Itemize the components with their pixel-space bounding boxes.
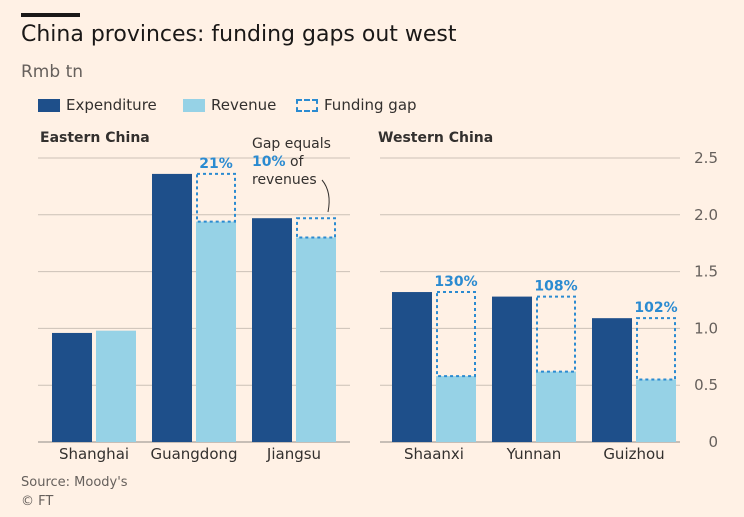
panel-title: Eastern China bbox=[40, 130, 150, 146]
bar-expenditure bbox=[492, 296, 532, 442]
chart-title: China provinces: funding gaps out west bbox=[21, 22, 457, 47]
annotation-text: 10% of bbox=[252, 154, 305, 170]
legend-gap-swatch bbox=[296, 98, 318, 112]
annotation-text: Gap equals bbox=[252, 136, 331, 152]
annotation-connector bbox=[321, 179, 330, 213]
x-tick-label: Guangdong bbox=[150, 445, 237, 463]
y-tick-label: 2.5 bbox=[694, 149, 718, 167]
gap-percent-label: 130% bbox=[434, 274, 477, 290]
source-note: Source: Moody's bbox=[21, 475, 128, 490]
bar-funding-gap bbox=[196, 172, 236, 223]
gap-percent-label: 21% bbox=[199, 156, 233, 172]
legend-revenue: Revenue bbox=[183, 96, 276, 114]
y-tick-label: 0 bbox=[708, 433, 718, 451]
x-tick-label: Guizhou bbox=[603, 445, 664, 463]
bar-revenue bbox=[636, 379, 676, 442]
legend-revenue-swatch bbox=[183, 98, 205, 112]
bar-expenditure bbox=[252, 218, 292, 442]
chart-subtitle: Rmb tn bbox=[21, 62, 84, 82]
annotation-text: revenues bbox=[252, 172, 317, 188]
bar-revenue bbox=[196, 221, 236, 442]
bar-revenue bbox=[436, 376, 476, 442]
legend-expenditure-label: Expenditure bbox=[66, 96, 157, 114]
legend-gap-label: Funding gap bbox=[324, 96, 417, 114]
bar-expenditure bbox=[152, 173, 192, 443]
x-tick-label: Shaanxi bbox=[404, 445, 464, 463]
annotation-text-rest: of bbox=[286, 154, 305, 170]
bar-expenditure bbox=[52, 332, 92, 442]
gap-percent-label: 102% bbox=[634, 300, 677, 316]
x-tick-label: Yunnan bbox=[506, 445, 562, 463]
gap-percent-label: 108% bbox=[534, 279, 577, 295]
panel-title: Western China bbox=[378, 130, 493, 146]
bar-funding-gap bbox=[436, 291, 476, 378]
legend-expenditure: Expenditure bbox=[38, 96, 157, 114]
bar-funding-gap bbox=[636, 317, 676, 381]
annotation-highlight: 10% bbox=[252, 154, 286, 170]
legend-gap: Funding gap bbox=[296, 96, 417, 114]
copyright-note: © FT bbox=[21, 494, 54, 509]
y-tick-label: 2.0 bbox=[694, 206, 718, 224]
x-tick-label: Jiangsu bbox=[266, 445, 321, 463]
bar-revenue bbox=[296, 237, 336, 442]
legend-expenditure-swatch bbox=[38, 98, 60, 112]
bar-funding-gap bbox=[536, 295, 576, 373]
y-tick-label: 1.5 bbox=[694, 263, 718, 281]
legend-revenue-label: Revenue bbox=[211, 96, 277, 114]
y-tick-label: 1.0 bbox=[694, 319, 718, 337]
bar-funding-gap bbox=[296, 217, 336, 239]
x-tick-label: Shanghai bbox=[59, 445, 129, 463]
bar-revenue bbox=[96, 330, 136, 442]
title-rule bbox=[21, 13, 80, 17]
bar-expenditure bbox=[392, 292, 432, 442]
bar-revenue bbox=[536, 371, 576, 442]
bar-expenditure bbox=[592, 318, 632, 442]
y-tick-label: 0.5 bbox=[694, 376, 718, 394]
